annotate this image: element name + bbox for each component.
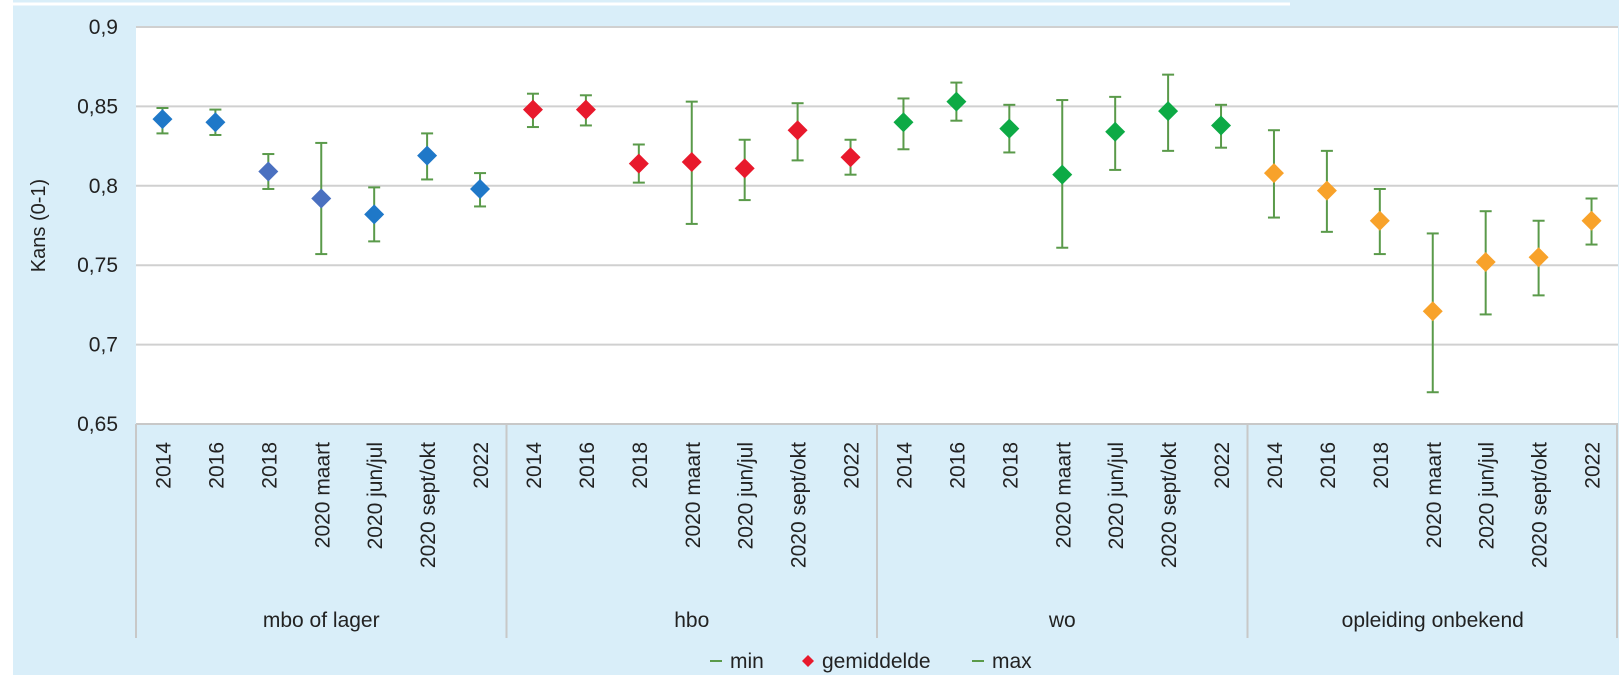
y-tick-label: 0,9 [89, 16, 118, 39]
category-label: 2020 jun/jul [1105, 442, 1128, 549]
category-label: 2020 jun/jul [735, 442, 758, 549]
mean-marker [1475, 252, 1496, 273]
y-tick-label: 0,85 [77, 95, 118, 118]
category-label: 2020 jun/jul [364, 442, 387, 549]
mean-marker [205, 112, 226, 133]
mean-marker [470, 178, 491, 199]
mean-marker [893, 112, 914, 133]
category-label: 2014 [893, 442, 916, 489]
category-label: 2020 maart [682, 442, 705, 548]
mean-marker [522, 99, 543, 120]
mean-marker [999, 118, 1020, 139]
mean-marker [628, 153, 649, 174]
category-label: 2022 [1211, 442, 1234, 489]
mean-marker [1263, 163, 1284, 184]
category-label: 2020 sept/okt [417, 442, 440, 568]
category-label: 2016 [1317, 442, 1340, 489]
group-label: opleiding onbekend [1342, 609, 1524, 632]
mean-marker [1528, 247, 1549, 268]
mean-marker [1105, 121, 1126, 142]
legend-min-label: min [730, 650, 764, 673]
y-tick-labels: 0,65 0,7 0,75 0,8 0,85 0,9 [77, 16, 118, 436]
mean-marker [734, 158, 755, 179]
mean-marker [840, 147, 861, 168]
mean-marker [1316, 180, 1337, 201]
group-label: hbo [674, 609, 709, 632]
y-tick-label: 0,75 [77, 254, 118, 277]
category-label: 2018 [629, 442, 652, 489]
mean-marker [311, 188, 332, 209]
category-label: 2016 [205, 442, 228, 489]
mean-marker [417, 145, 438, 166]
mean-marker [575, 99, 596, 120]
gridlines [136, 26, 1618, 346]
y-tick-label: 0,65 [77, 413, 118, 436]
category-label: 2020 maart [1423, 442, 1446, 548]
y-tick-label: 0,8 [89, 175, 118, 198]
mean-marker [364, 204, 385, 225]
category-label: 2014 [523, 442, 546, 489]
category-label: 2022 [841, 442, 864, 489]
series [152, 73, 1602, 394]
y-tick-label: 0,7 [89, 334, 118, 357]
category-label: 2020 sept/okt [1529, 442, 1552, 568]
legend-max-label: max [992, 650, 1032, 673]
legend-mean-label: gemiddelde [822, 650, 931, 673]
category-label: 2020 maart [311, 442, 334, 548]
x-axis: mbo of lager 2014 2016 2018 2020 maart 2020 j… [135, 423, 1618, 638]
y-axis-title: Kans (0-1) [28, 179, 50, 272]
category-label: 2020 jun/jul [1476, 442, 1499, 549]
category-label: 2020 sept/okt [1158, 442, 1181, 568]
mean-marker [1369, 210, 1390, 231]
category-label: 2022 [470, 442, 493, 489]
mean-marker [258, 161, 279, 182]
mean-marker [1052, 164, 1073, 185]
category-label: 2014 [1264, 442, 1287, 489]
category-label: 2018 [999, 442, 1022, 489]
category-label: 2014 [152, 442, 175, 489]
group-label: wo [1048, 609, 1076, 632]
category-label: 2016 [576, 442, 599, 489]
mean-marker [946, 91, 967, 112]
group-label: mbo of lager [263, 609, 380, 632]
left-strip [0, 0, 13, 675]
mean-marker [787, 120, 808, 141]
category-label: 2022 [1582, 442, 1605, 489]
category-label: 2018 [258, 442, 281, 489]
category-label: 2018 [1370, 442, 1393, 489]
category-label: 2020 maart [1052, 442, 1075, 548]
mean-marker [1581, 210, 1602, 231]
legend-mean-marker [802, 655, 814, 667]
mean-marker [152, 109, 173, 130]
plot-area [136, 27, 1618, 424]
mean-marker [1158, 101, 1179, 122]
mean-marker [1422, 301, 1443, 322]
category-label: 2016 [946, 442, 969, 489]
legend: min gemiddelde max [710, 650, 1032, 673]
mean-marker [1211, 115, 1232, 136]
category-label: 2020 sept/okt [788, 442, 811, 568]
mean-marker [681, 151, 702, 172]
